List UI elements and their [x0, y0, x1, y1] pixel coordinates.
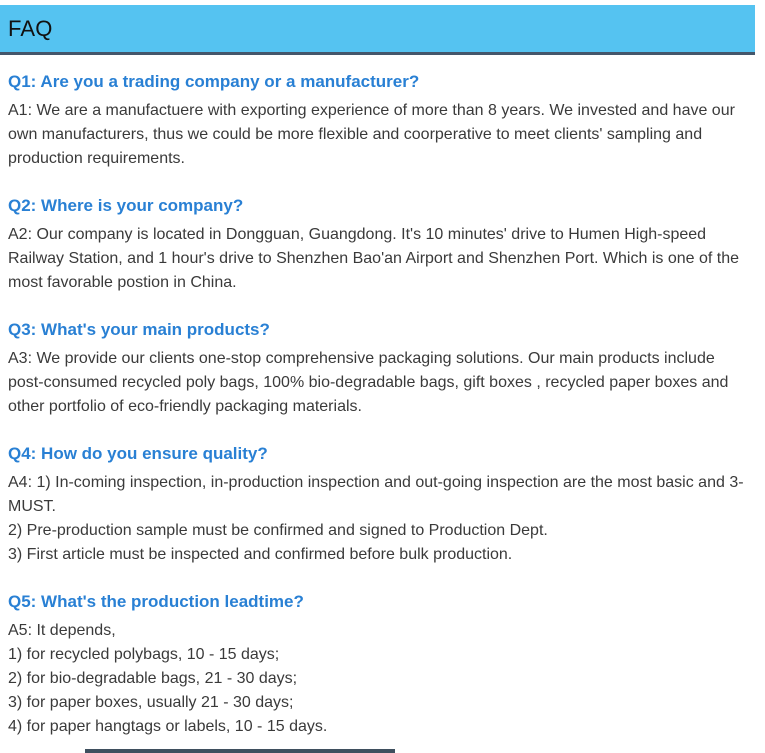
faq-answer: A5: It depends, 1) for recycled polybags,…	[8, 619, 751, 739]
faq-answer-line: 2) Pre-production sample must be confirm…	[8, 522, 548, 539]
cutoff-next-section-bar	[85, 749, 395, 753]
faq-answer-line: 4) for paper hangtags or labels, 10 - 15…	[8, 718, 328, 735]
faq-item: Q1: Are you a trading company or a manuf…	[8, 71, 751, 171]
faq-question: Q4: How do you ensure quality?	[8, 444, 268, 463]
faq-list: Q1: Are you a trading company or a manuf…	[0, 71, 765, 739]
faq-answer-line: A1: We are a manufactuere with exporting…	[8, 102, 735, 167]
faq-question: Q2: Where is your company?	[8, 196, 244, 215]
faq-question: Q5: What's the production leadtime?	[8, 592, 304, 611]
faq-item: Q2: Where is your company? A2: Our compa…	[8, 195, 751, 295]
faq-answer-line: A3: We provide our clients one-stop comp…	[8, 350, 729, 415]
faq-item: Q5: What's the production leadtime? A5: …	[8, 591, 751, 739]
faq-answer-line: 1) for recycled polybags, 10 - 15 days;	[8, 646, 280, 663]
faq-answer-line: 3) First article must be inspected and c…	[8, 546, 513, 563]
faq-item: Q3: What's your main products? A3: We pr…	[8, 319, 751, 419]
faq-section-header: FAQ	[0, 5, 755, 55]
faq-answer: A2: Our company is located in Dongguan, …	[8, 223, 751, 295]
faq-answer-line: 2) for bio-degradable bags, 21 - 30 days…	[8, 670, 298, 687]
faq-answer: A1: We are a manufactuere with exporting…	[8, 99, 751, 171]
faq-title: FAQ	[8, 15, 53, 41]
faq-question: Q3: What's your main products?	[8, 320, 270, 339]
faq-answer-line: A5: It depends,	[8, 622, 116, 639]
faq-page: FAQ Q1: Are you a trading company or a m…	[0, 5, 765, 753]
faq-item: Q4: How do you ensure quality? A4: 1) In…	[8, 443, 751, 567]
faq-answer: A3: We provide our clients one-stop comp…	[8, 347, 751, 419]
faq-answer: A4: 1) In-coming inspection, in-producti…	[8, 471, 751, 567]
faq-answer-line: 3) for paper boxes, usually 21 - 30 days…	[8, 694, 294, 711]
faq-answer-line: A2: Our company is located in Dongguan, …	[8, 226, 739, 291]
faq-question: Q1: Are you a trading company or a manuf…	[8, 72, 420, 91]
faq-answer-line: A4: 1) In-coming inspection, in-producti…	[8, 474, 744, 515]
